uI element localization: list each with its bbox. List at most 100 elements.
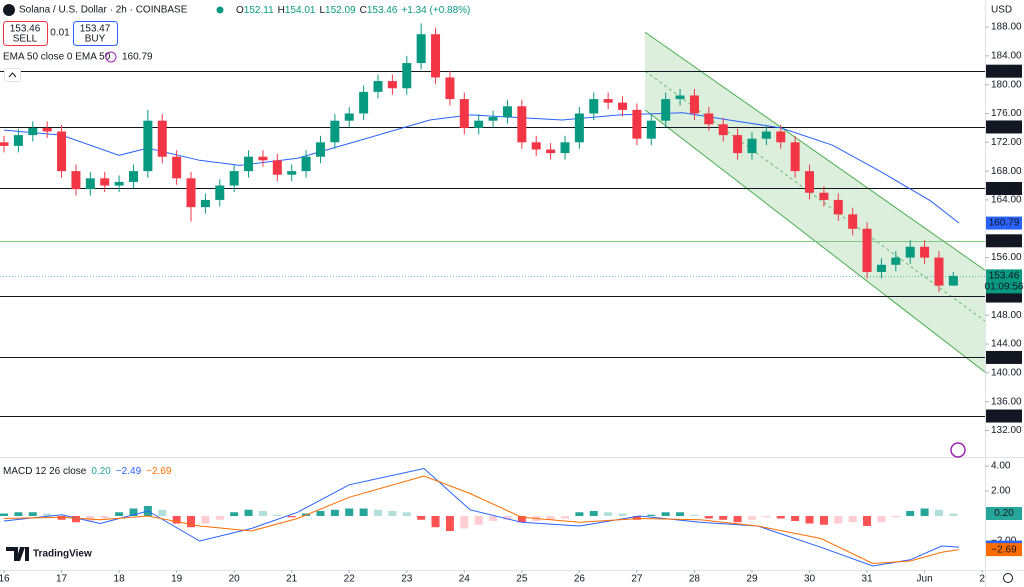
- candle-body: [28, 127, 38, 136]
- candle-body: [761, 131, 771, 139]
- sell-box[interactable]: [3, 21, 48, 46]
- histogram-bar: [71, 516, 80, 523]
- histogram-bar: [632, 516, 641, 520]
- candle-body: [574, 113, 584, 143]
- candle-body: [488, 117, 498, 121]
- x-tick-label: 27: [631, 574, 643, 585]
- histogram-bar: [431, 516, 440, 528]
- candle-body: [905, 246, 915, 258]
- x-tick-label: 18: [114, 574, 126, 585]
- y-tick-label: 184.00: [991, 50, 1022, 61]
- candle-body: [229, 171, 239, 186]
- histogram-bar: [546, 516, 555, 520]
- candle-body: [344, 113, 354, 121]
- assistant-icon[interactable]: [950, 442, 966, 458]
- histogram-bar: [258, 511, 267, 516]
- histogram-bar: [503, 516, 512, 520]
- candle-body: [632, 109, 642, 139]
- x-tick-label: 25: [516, 574, 528, 585]
- candle-body: [661, 99, 671, 121]
- x-tick-label: 24: [459, 574, 471, 585]
- ohlc-key: C: [360, 5, 367, 16]
- y-tick-label: 140.00: [991, 368, 1022, 379]
- candle-body: [287, 171, 297, 175]
- candle-body: [128, 171, 138, 182]
- candle-body: [373, 81, 383, 92]
- candle-body: [330, 120, 340, 143]
- y-tick-label: 172.00: [991, 137, 1022, 148]
- macd-tag-label: −2.69: [991, 544, 1017, 555]
- candle-body: [71, 171, 81, 190]
- histogram-bar: [920, 508, 929, 516]
- level-tag: [986, 120, 1022, 134]
- candle-body: [833, 199, 843, 215]
- settings-icon[interactable]: [1003, 573, 1013, 583]
- ohlc-value: 153.46: [367, 5, 398, 16]
- histogram-bar: [417, 516, 426, 520]
- buy-box[interactable]: [73, 21, 118, 46]
- sell-label[interactable]: SELL: [13, 34, 38, 45]
- histogram-bar: [604, 512, 613, 516]
- candle-body: [862, 228, 872, 272]
- level-tag-label: 158.33: [989, 235, 1020, 246]
- candle-body: [42, 127, 52, 132]
- buy-button[interactable]: 153.47 BUY: [73, 21, 118, 46]
- candle-body: [114, 181, 124, 186]
- histogram-bar: [489, 516, 498, 521]
- ohlc-key: H: [278, 5, 285, 16]
- candle-body: [589, 99, 599, 114]
- ema-settings-icon[interactable]: [105, 51, 117, 63]
- level-tag-label: 134.01: [989, 411, 1020, 422]
- candle-body: [157, 120, 167, 157]
- candle-body: [258, 156, 268, 161]
- currency: USD: [991, 5, 1012, 16]
- last-price-countdown: 01:09:56: [985, 282, 1024, 293]
- candle-body: [948, 275, 958, 286]
- collapse-button[interactable]: [4, 68, 21, 82]
- candle-body: [718, 124, 728, 136]
- candle-body: [200, 199, 210, 208]
- level-tag-label: 174.13: [989, 122, 1020, 133]
- candle-body: [0, 142, 9, 146]
- y-tick-label: 4.00: [991, 461, 1011, 472]
- ohlc-legend: O152.11 H154.01 L152.09 C153.46 +1.34 (+0.88…: [236, 5, 470, 16]
- level-tag-label: 142.14: [989, 352, 1020, 363]
- candle-body: [315, 142, 325, 157]
- collapse-icon: [8, 72, 17, 78]
- sell-price[interactable]: 153.46: [10, 24, 41, 35]
- candle-body: [689, 95, 699, 114]
- buy-price[interactable]: 153.47: [80, 24, 111, 35]
- level-tag: [986, 350, 1022, 364]
- histogram-bar: [906, 511, 915, 516]
- candle-body: [531, 142, 541, 150]
- candle-body: [172, 156, 182, 179]
- candle-body: [704, 113, 714, 125]
- candle-body: [100, 178, 110, 186]
- histogram-bar: [676, 512, 685, 516]
- histogram-bar: [863, 516, 872, 526]
- histogram-bar: [661, 512, 670, 516]
- y-tick-label: 168.00: [991, 166, 1022, 177]
- candle-body: [646, 120, 656, 139]
- candle-body: [359, 91, 369, 114]
- histogram-bar: [115, 512, 124, 516]
- change: +1.34 (+0.88%): [401, 5, 470, 16]
- candle-body: [416, 34, 426, 64]
- histogram-bar: [445, 516, 454, 531]
- histogram-bar: [719, 516, 728, 520]
- histogram-bar: [402, 512, 411, 516]
- level-tag: [986, 181, 1022, 195]
- candle-body: [143, 120, 153, 172]
- sell-button[interactable]: 153.46 SELL: [3, 21, 48, 46]
- buy-label[interactable]: BUY: [85, 34, 106, 45]
- candle-body: [57, 131, 67, 172]
- candle-body: [13, 135, 23, 146]
- candle-body: [747, 138, 757, 154]
- symbol-icon: [3, 4, 15, 16]
- x-tick-label: Jun: [917, 574, 933, 585]
- histogram-bar: [287, 516, 296, 518]
- last-price-tag: [986, 269, 1022, 294]
- market-status: [216, 6, 224, 14]
- spread: 0.01: [50, 28, 70, 39]
